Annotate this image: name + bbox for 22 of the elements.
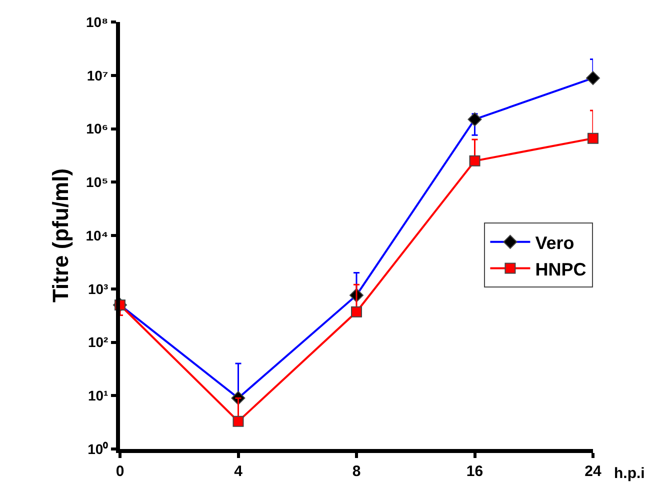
- y-tick-label: 10¹: [88, 388, 109, 404]
- y-axis-title: Titre (pfu/ml): [48, 168, 73, 303]
- point: [588, 132, 598, 144]
- y-tick-label: 10⁸: [86, 14, 108, 30]
- point: [469, 155, 480, 166]
- x-tick-label: 4: [234, 463, 244, 480]
- y-tick-label: 10⁷: [86, 67, 108, 84]
- legend-label: Vero: [535, 232, 574, 253]
- point: [232, 416, 244, 427]
- x-axis-title: h.p.i: [614, 465, 645, 482]
- x-tick-label: 16: [466, 463, 484, 480]
- y-tick-label: 10⁴: [86, 227, 108, 244]
- x-tick-label: 8: [352, 463, 361, 480]
- x-tick-label: 24: [584, 463, 602, 480]
- y-tick-label: 10³: [88, 280, 109, 297]
- y-tick-label: 10⁶: [86, 120, 108, 137]
- y-tick-label: 10⁵: [86, 174, 108, 190]
- point: [351, 306, 362, 318]
- y-tick-label: 10⁰: [88, 440, 108, 457]
- y-tick-label: 10²: [88, 334, 109, 350]
- x-tick-label: 0: [116, 463, 124, 480]
- legend-label: HNPC: [535, 259, 586, 280]
